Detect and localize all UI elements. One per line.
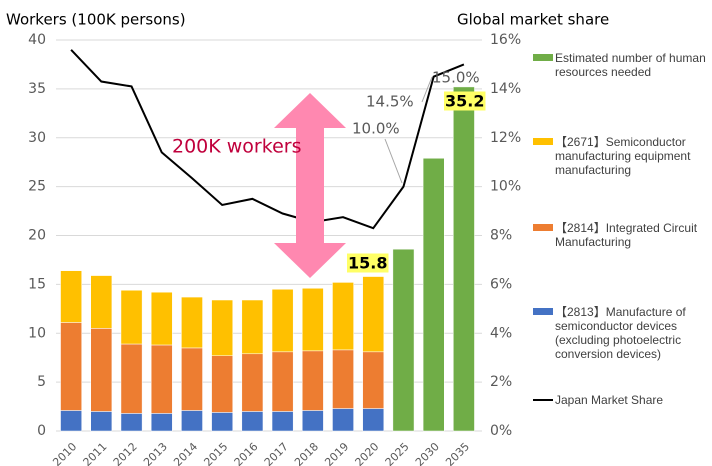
y2-tick-label: 16% <box>490 32 521 48</box>
bar-segment <box>241 353 264 412</box>
bar-segment <box>60 410 82 432</box>
bar-segment <box>60 322 82 411</box>
y2-tick-label: 6% <box>490 276 512 292</box>
grid <box>56 39 479 432</box>
y2-tick-label: 10% <box>490 179 521 195</box>
bar-segment <box>271 289 294 353</box>
legend-swatch <box>533 138 553 145</box>
annotation: 200K workers <box>172 136 301 158</box>
annotation: 15.0% <box>432 69 480 87</box>
bar-segment <box>332 349 354 409</box>
bar-segment <box>271 411 294 432</box>
bar-segment <box>90 275 113 329</box>
bar-segment <box>271 351 294 412</box>
y2-tick-label: 8% <box>490 228 512 244</box>
highlight <box>347 253 389 273</box>
legend-label: 【2671】Semiconductor manufacturing equipm… <box>555 135 691 177</box>
x-tick-label: 2014 <box>171 440 200 466</box>
bar-segment <box>301 288 324 352</box>
x-tick-label: 2011 <box>81 440 110 466</box>
bar-segment <box>332 282 354 351</box>
y-tick-label: 40 <box>28 32 46 48</box>
bar-segment <box>362 351 385 409</box>
x-tick-label: 2025 <box>383 440 412 466</box>
y-tick-label: 20 <box>28 228 46 244</box>
x-tick-label: 2019 <box>322 440 351 466</box>
bar-segment <box>120 413 143 432</box>
x-tick-label: 2018 <box>292 440 321 466</box>
annotation: 14.5% <box>366 93 414 111</box>
bar-segment <box>392 248 415 432</box>
legend-swatch <box>533 308 553 315</box>
bar-segment <box>181 347 203 411</box>
legend-swatch <box>533 224 553 231</box>
annotation: 10.0% <box>352 120 400 138</box>
x-tick-label: 2017 <box>262 440 291 466</box>
y-axis-title: Workers (100K persons) <box>6 11 186 29</box>
leader-line <box>384 138 403 184</box>
bar-segment <box>60 270 82 323</box>
x-tick-label: 2020 <box>353 440 382 466</box>
bar-segment <box>301 410 324 432</box>
bar-segment <box>362 408 385 432</box>
bar-segment <box>422 158 445 432</box>
bar-segment <box>211 412 234 432</box>
y-tick-label: 15 <box>28 276 46 292</box>
annotation: 35.2 <box>445 92 484 111</box>
legend-swatch <box>533 54 553 61</box>
x-tick-label: 2013 <box>141 440 170 466</box>
bar-segment <box>120 343 143 414</box>
x-tick-label: 2016 <box>232 440 261 466</box>
bar-segment <box>90 328 113 412</box>
y-tick-label: 30 <box>28 130 46 146</box>
y2-tick-label: 12% <box>490 130 521 146</box>
y2-axis-title: Global market share <box>457 11 609 29</box>
bar-segment <box>181 410 203 432</box>
bar-segment <box>332 408 354 432</box>
y-tick-label: 0 <box>37 423 46 439</box>
x-tick-label: 2035 <box>443 440 472 466</box>
bar-segment <box>150 344 173 414</box>
y2-tick-label: 2% <box>490 374 512 390</box>
bar-segment <box>150 413 173 432</box>
y2-tick-label: 4% <box>490 325 512 341</box>
y-tick-label: 25 <box>28 179 46 195</box>
legend-label: 【2813】Manufacture of semiconductor devic… <box>555 305 686 361</box>
y-tick-label: 35 <box>28 81 46 97</box>
y2-tick-label: 14% <box>490 81 521 97</box>
legend-label: Estimated number of human resources need… <box>555 51 706 79</box>
legend-label: Japan Market Share <box>555 393 664 407</box>
x-tick-label: 2010 <box>50 440 79 466</box>
bar-segment <box>120 289 143 345</box>
highlight <box>444 91 486 111</box>
y-tick-label: 10 <box>28 325 46 341</box>
annotation: 15.8 <box>348 254 387 273</box>
leader-line <box>421 76 433 103</box>
x-tick-label: 2015 <box>201 440 230 466</box>
y-tick-label: 5 <box>37 374 46 390</box>
bar-segment <box>241 411 264 432</box>
bar-segment <box>453 86 475 432</box>
bar-segment <box>211 355 234 413</box>
bar-segment <box>181 296 203 349</box>
legend-label: 【2814】Integrated Circuit Manufacturing <box>555 221 698 249</box>
x-tick-label: 2012 <box>111 440 140 466</box>
bar-segment <box>362 276 385 353</box>
line <box>70 49 465 230</box>
x-tick-label: 2030 <box>413 440 442 466</box>
bar-segment <box>90 411 113 432</box>
bar-segment <box>150 291 173 346</box>
bar-segment <box>241 299 264 355</box>
y2-tick-label: 0% <box>490 423 512 439</box>
double-arrow <box>274 93 346 278</box>
bar-segment <box>301 350 324 411</box>
bar-segment <box>211 299 234 356</box>
